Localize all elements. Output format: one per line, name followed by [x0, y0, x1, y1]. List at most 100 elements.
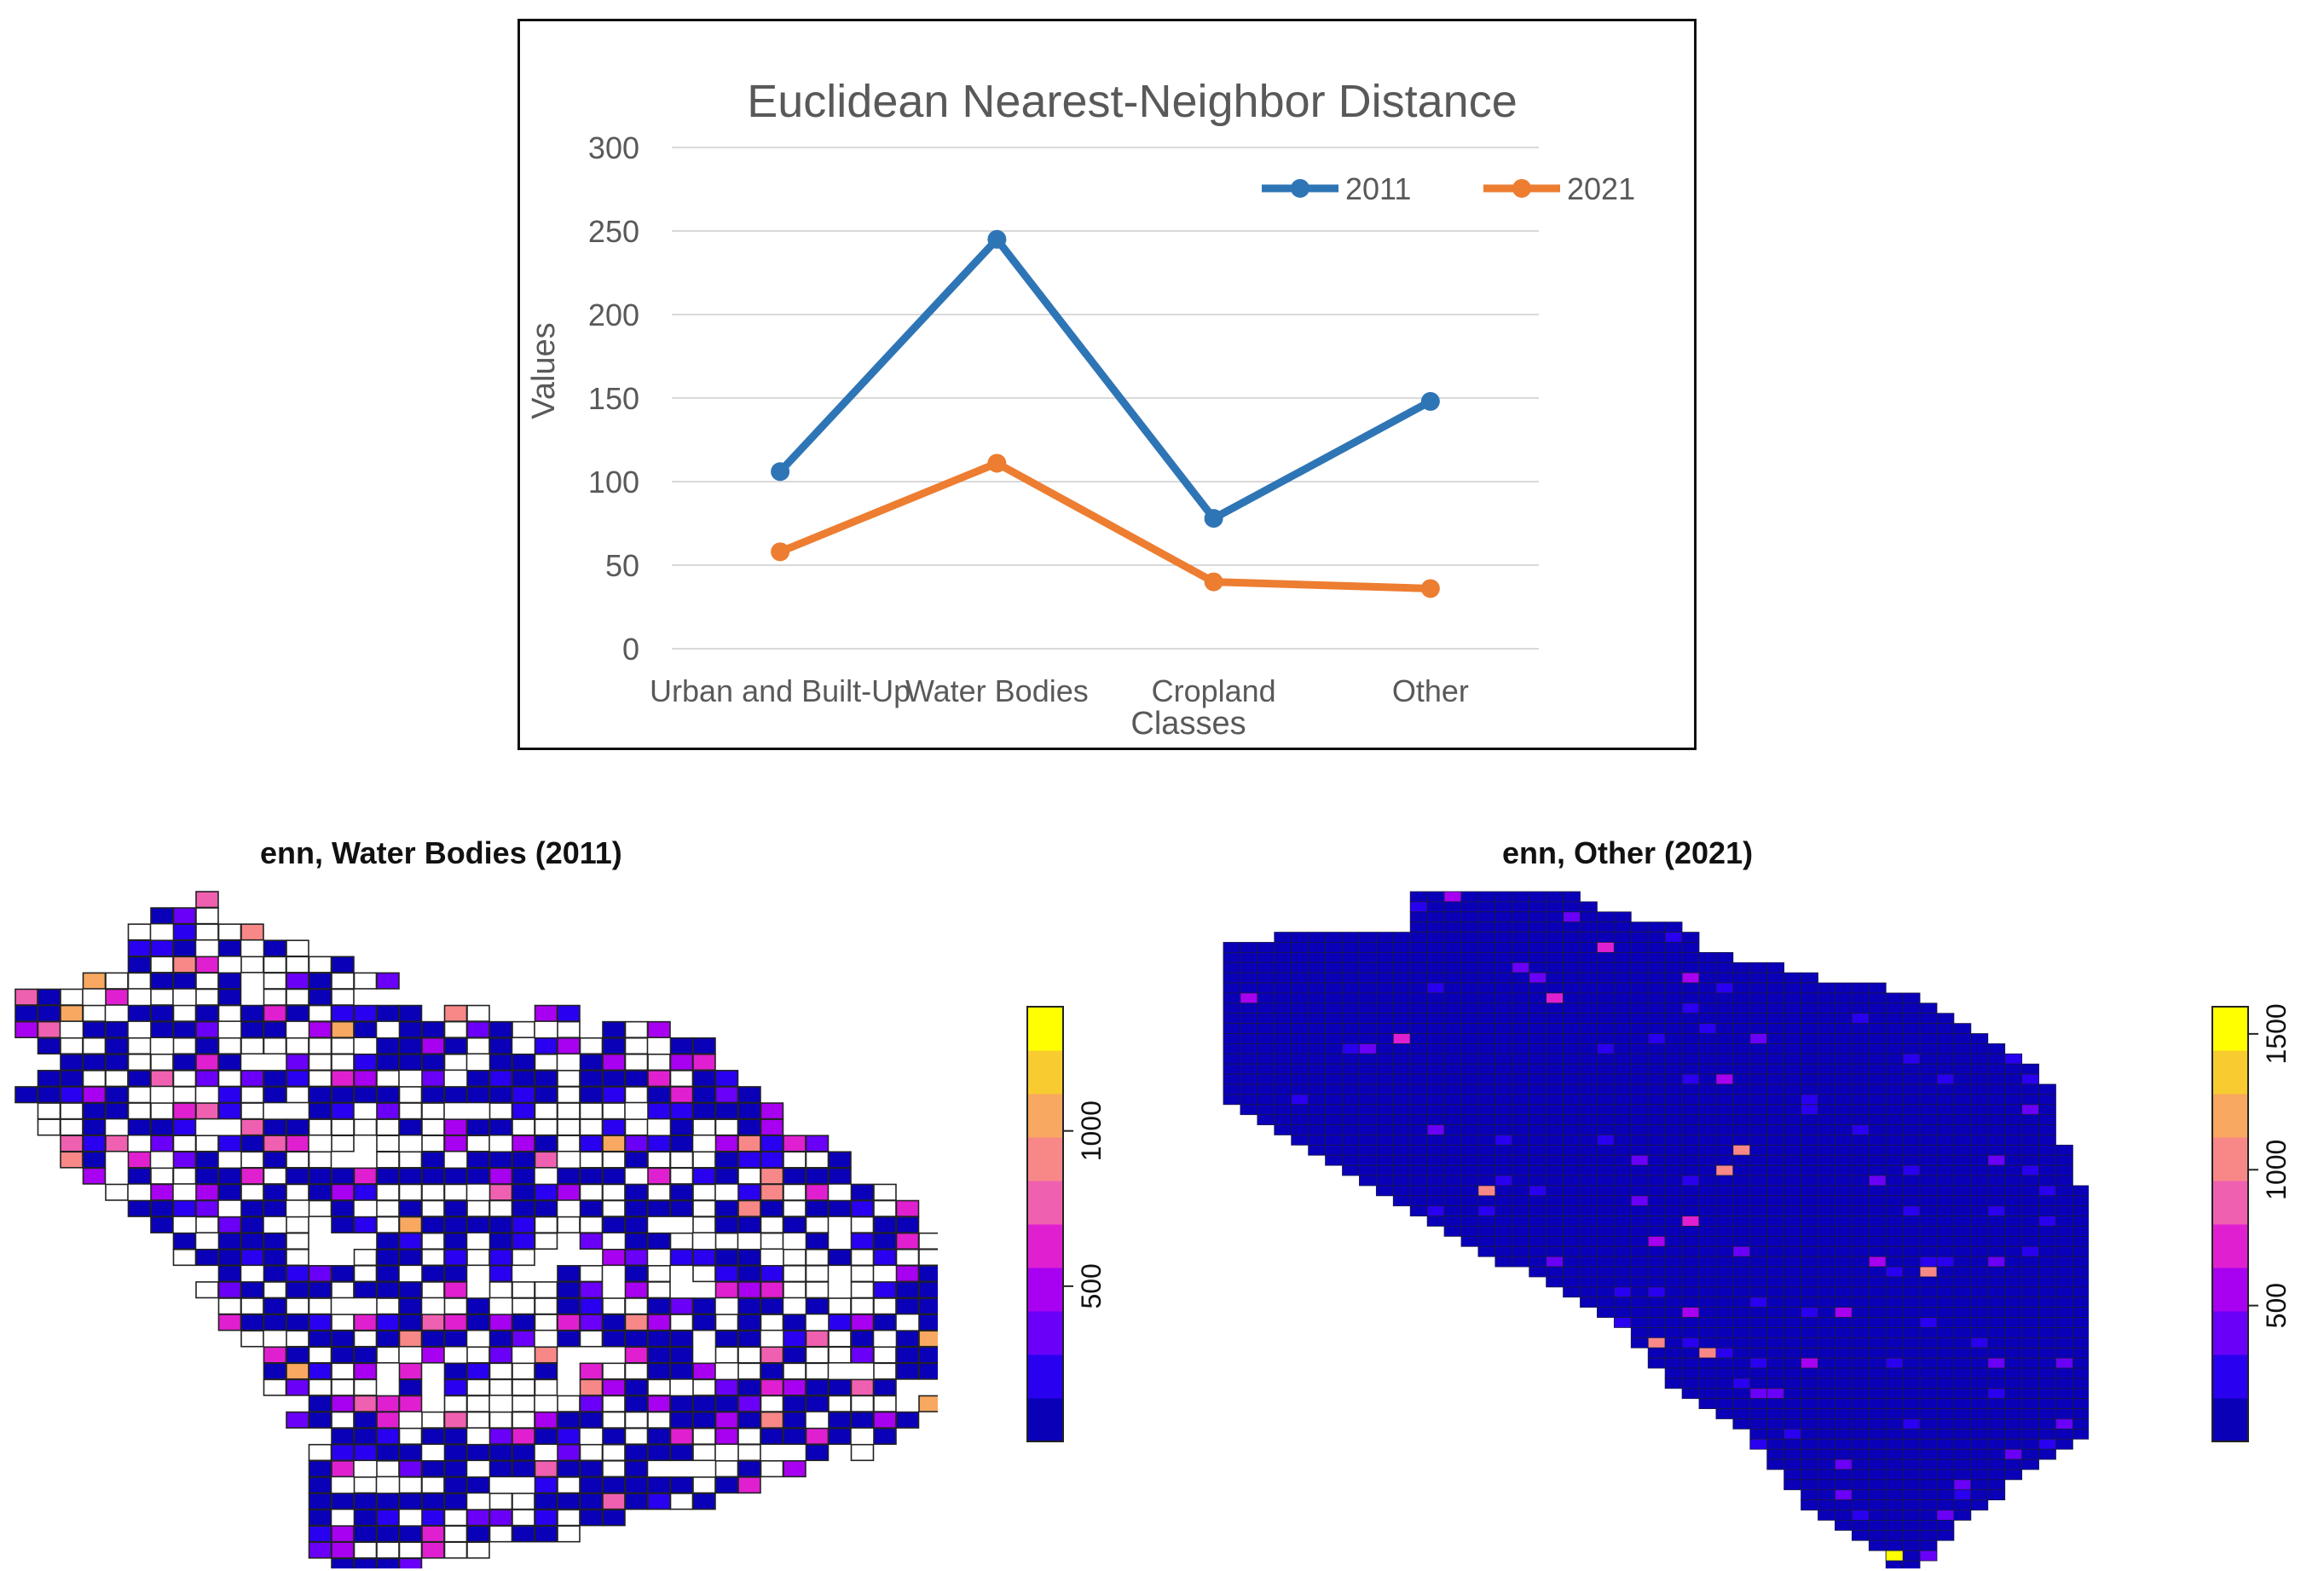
map-cell — [1223, 1043, 1241, 1054]
map-cell — [1851, 1286, 1870, 1298]
map-cell — [2021, 1185, 2039, 1197]
map-cell — [714, 1427, 739, 1445]
map-cell — [1919, 1023, 1938, 1034]
map-cell — [443, 1183, 468, 1201]
map-cell — [1529, 911, 1547, 923]
map-cell — [1783, 1002, 1801, 1014]
map-cell — [217, 1297, 242, 1315]
map-cell — [1698, 1073, 1717, 1085]
map-cell — [1970, 1073, 1989, 1085]
map-cell — [1223, 962, 1241, 973]
map-cell — [1563, 911, 1581, 923]
map-cell — [263, 1346, 287, 1364]
map-cell — [1919, 1033, 1938, 1044]
map-cell — [1426, 921, 1445, 933]
map-cell — [1732, 1357, 1751, 1369]
map-cell — [489, 1020, 513, 1038]
map-cell — [172, 939, 197, 957]
map-cell — [1647, 1317, 1666, 1328]
map-cell — [1630, 1154, 1649, 1166]
map-cell — [647, 1135, 671, 1152]
map-cell — [376, 1135, 400, 1152]
map-cell — [692, 1297, 716, 1315]
map-cell — [1477, 1114, 1496, 1125]
map-cell — [1851, 1063, 1870, 1075]
map-cell — [1291, 1063, 1309, 1075]
map-cell — [1325, 1083, 1343, 1095]
map-cell — [1953, 1438, 1972, 1450]
colorbar-segment — [1027, 1094, 1063, 1138]
map-cell — [1664, 1297, 1683, 1308]
map-cell — [512, 1135, 535, 1152]
map-cell — [534, 1216, 558, 1233]
map-cell — [1681, 1164, 1700, 1176]
map-cell — [1512, 1235, 1530, 1247]
map-cell — [1563, 1135, 1581, 1146]
map-cell — [1868, 1195, 1887, 1207]
map-cell — [1715, 1154, 1734, 1166]
map-cell — [1766, 962, 1785, 973]
map-cell — [1529, 932, 1547, 943]
map-cell — [2073, 1418, 2089, 1429]
map-cell — [1868, 1266, 1887, 1278]
map-cell — [1783, 1438, 1801, 1450]
map-cell — [783, 1378, 806, 1396]
map-cell — [534, 1411, 558, 1429]
map-cell — [1851, 1164, 1870, 1176]
map-cell — [2038, 1175, 2056, 1187]
map-cell — [1801, 1235, 1818, 1247]
map-cell — [1766, 1347, 1785, 1359]
map-cell — [1597, 1245, 1615, 1257]
map-cell — [1597, 1175, 1615, 1187]
map-cell — [1835, 1418, 1853, 1429]
map-cell — [1902, 1073, 1921, 1085]
map-cell — [1766, 972, 1785, 984]
colorbar-tick-label: 500 — [1076, 1263, 1107, 1308]
colorbar-segment — [2212, 1007, 2248, 1051]
map-cell — [1783, 1114, 1801, 1125]
map-cell — [1715, 1073, 1734, 1085]
map-cell — [1936, 1043, 1955, 1054]
map-cell — [1919, 1428, 1938, 1440]
map-cell — [1885, 1550, 1904, 1562]
map-cell — [1647, 1216, 1666, 1227]
map-cell — [2021, 1398, 2039, 1409]
map-cell — [1851, 1195, 1870, 1207]
map-cell — [1835, 992, 1853, 1004]
map-cell — [1818, 1276, 1835, 1288]
map-cell — [602, 1427, 626, 1445]
map-cell — [1715, 1063, 1734, 1075]
map-cell — [2038, 1367, 2056, 1379]
map-cell — [60, 1118, 84, 1136]
map-cell — [1291, 1114, 1309, 1125]
map-cell — [1766, 1458, 1785, 1470]
map-cell — [353, 1493, 378, 1510]
map-cell — [1613, 1226, 1632, 1237]
map-cell — [466, 1199, 490, 1217]
map-cell — [1392, 1023, 1411, 1034]
map-cell — [624, 1411, 649, 1429]
map-cell — [2055, 1428, 2073, 1440]
map-cell — [1392, 1104, 1411, 1116]
map-cell — [1512, 1104, 1530, 1116]
map-cell — [240, 1070, 264, 1088]
map-cell — [557, 1265, 581, 1283]
map-cell — [1732, 1002, 1751, 1014]
map-cell — [669, 1443, 694, 1462]
map-cell — [398, 1199, 423, 1217]
map-cell — [1325, 942, 1343, 953]
map-cell — [624, 1020, 649, 1038]
legend-marker-2011 — [1291, 179, 1309, 198]
map-cell — [286, 1037, 309, 1055]
map-cell — [1835, 1337, 1853, 1349]
map-cell — [737, 1459, 761, 1478]
map-cell — [1223, 951, 1241, 963]
map-cell — [1613, 1154, 1632, 1166]
map-cell — [1953, 1083, 1972, 1095]
map-cell — [1715, 1144, 1734, 1156]
map-cell — [1359, 982, 1377, 994]
map-cell — [1851, 1458, 1870, 1470]
map-cell — [1885, 1023, 1904, 1034]
map-cell — [1987, 1418, 2006, 1429]
map-cell — [1970, 1347, 1989, 1359]
